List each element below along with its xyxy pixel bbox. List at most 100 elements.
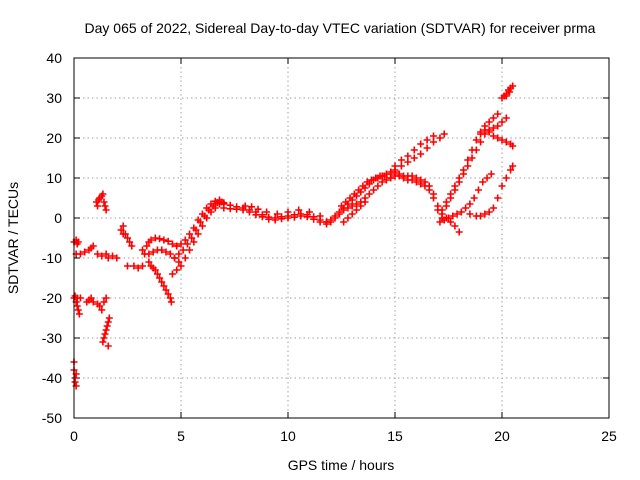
x-tick-label: 10 (280, 428, 296, 444)
data-point (382, 176, 390, 184)
data-point (447, 190, 455, 198)
data-point (494, 110, 502, 118)
data-point (162, 248, 170, 256)
x-tick-label: 0 (70, 428, 78, 444)
data-point (175, 258, 183, 266)
y-tick-label: 0 (54, 210, 62, 226)
data-point (156, 235, 164, 243)
data-point (273, 210, 281, 218)
data-point (483, 174, 491, 182)
data-point (258, 213, 266, 221)
data-point (89, 242, 97, 250)
data-point (252, 211, 260, 219)
data-point (130, 262, 138, 270)
data-point (173, 266, 181, 274)
data-point (404, 158, 412, 166)
data-point (344, 204, 352, 212)
data-point (158, 246, 166, 254)
data-point (156, 274, 164, 282)
data-point (203, 204, 211, 212)
data-point (494, 194, 502, 202)
y-axis-label: SDTVAR / TECUs (5, 182, 21, 294)
data-point (233, 205, 241, 213)
data-point (410, 154, 418, 162)
data-point (361, 198, 369, 206)
data-point (198, 210, 206, 218)
data-point (462, 204, 470, 212)
data-point (183, 240, 191, 248)
data-point (423, 144, 431, 152)
data-point (359, 182, 367, 190)
data-point (400, 174, 408, 182)
data-point (241, 202, 249, 210)
data-point (474, 186, 482, 194)
data-point (487, 170, 495, 178)
chart-title: Day 065 of 2022, Sidereal Day-to-day VTE… (85, 20, 596, 36)
data-point (489, 124, 497, 132)
data-point (438, 206, 446, 214)
y-tick-label: 30 (46, 90, 62, 106)
data-point (100, 334, 108, 342)
data-point (412, 178, 420, 186)
data-point (485, 208, 493, 216)
data-point (181, 254, 189, 262)
data-point (101, 202, 109, 210)
data-point (105, 314, 113, 322)
data-point (417, 140, 425, 148)
data-point (344, 214, 352, 222)
data-point (498, 136, 506, 144)
data-point (357, 202, 365, 210)
data-point (303, 213, 311, 221)
data-point (449, 212, 457, 220)
data-point (436, 134, 444, 142)
data-point (481, 126, 489, 134)
data-point (352, 206, 360, 214)
data-point (340, 206, 348, 214)
data-point (316, 218, 324, 226)
data-point (124, 262, 131, 270)
data-point (466, 210, 474, 218)
data-point (226, 205, 234, 213)
data-point (498, 118, 506, 126)
data-point (310, 215, 318, 223)
data-point (297, 212, 305, 220)
data-point (477, 138, 485, 146)
data-point (101, 330, 109, 338)
data-point (73, 302, 81, 310)
data-point (109, 252, 117, 260)
data-point (186, 230, 194, 238)
data-point (466, 200, 474, 208)
data-point (447, 218, 455, 226)
data-point (177, 240, 185, 248)
data-point (149, 248, 157, 256)
data-point (481, 210, 489, 218)
data-point (365, 190, 373, 198)
data-point (397, 162, 405, 170)
data-point (346, 194, 354, 202)
data-point (102, 294, 110, 302)
data-point (220, 204, 228, 212)
data-point (145, 250, 153, 258)
data-point (271, 216, 279, 224)
data-point (188, 234, 196, 242)
data-point (284, 208, 292, 216)
data-point (327, 218, 335, 226)
data-point (73, 240, 81, 248)
data-point (162, 286, 170, 294)
data-point (164, 290, 172, 298)
data-point (138, 262, 146, 270)
data-point (502, 114, 510, 122)
data-point (166, 294, 174, 302)
data-point (404, 152, 412, 160)
data-point (451, 222, 459, 230)
data-point (100, 198, 108, 206)
data-point (489, 114, 497, 122)
x-tick-label: 15 (387, 428, 403, 444)
y-tick-label: -50 (42, 410, 62, 426)
data-point (335, 210, 343, 218)
data-point (391, 162, 399, 170)
data-point (468, 154, 476, 162)
data-point (342, 198, 350, 206)
data-point (430, 194, 438, 202)
data-point (75, 310, 83, 318)
